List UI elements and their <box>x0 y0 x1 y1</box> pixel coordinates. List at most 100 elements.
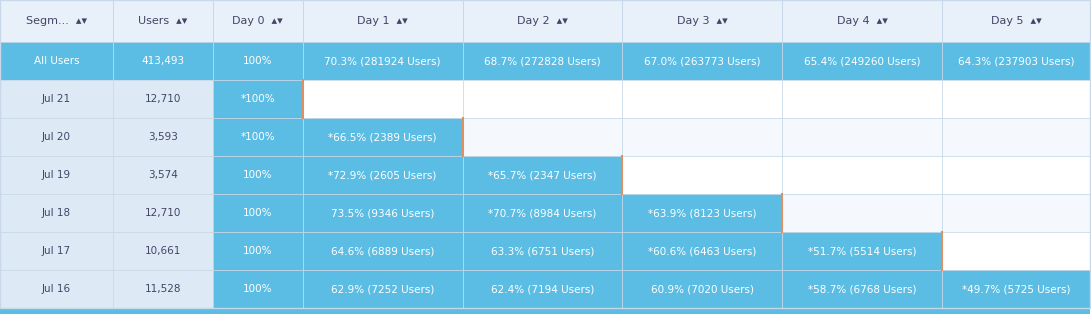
Bar <box>943 156 1090 194</box>
Text: 100%: 100% <box>243 170 273 180</box>
Bar <box>943 80 1090 118</box>
Bar <box>112 42 213 80</box>
Text: *66.5% (2389 Users): *66.5% (2389 Users) <box>328 132 436 142</box>
Bar <box>112 156 213 194</box>
Text: All Users: All Users <box>34 56 80 66</box>
Bar <box>463 80 623 118</box>
Bar <box>623 156 782 194</box>
Bar <box>623 42 782 80</box>
Bar <box>112 232 213 270</box>
Bar <box>943 42 1090 80</box>
Text: 67.0% (263773 Users): 67.0% (263773 Users) <box>644 56 760 66</box>
Text: 10,661: 10,661 <box>145 246 181 256</box>
Bar <box>302 118 463 156</box>
Text: Jul 21: Jul 21 <box>41 94 71 104</box>
Bar <box>302 232 463 270</box>
Bar <box>0 80 112 118</box>
Bar <box>782 80 943 118</box>
Bar <box>302 194 463 232</box>
Bar <box>463 232 623 270</box>
Bar <box>213 0 302 42</box>
Text: *65.7% (2347 Users): *65.7% (2347 Users) <box>489 170 597 180</box>
Bar <box>213 80 302 118</box>
Bar <box>623 232 782 270</box>
Bar <box>623 118 782 156</box>
Text: 70.3% (281924 Users): 70.3% (281924 Users) <box>324 56 441 66</box>
Bar <box>623 194 782 232</box>
Bar <box>623 80 782 118</box>
Bar <box>623 270 782 308</box>
Text: 3,574: 3,574 <box>148 170 178 180</box>
Bar <box>302 156 463 194</box>
Bar <box>463 42 623 80</box>
Text: Jul 19: Jul 19 <box>41 170 71 180</box>
Bar <box>782 0 943 42</box>
Text: *49.7% (5725 Users): *49.7% (5725 Users) <box>962 284 1070 294</box>
Text: 62.4% (7194 Users): 62.4% (7194 Users) <box>491 284 595 294</box>
Text: Day 1  ▴▾: Day 1 ▴▾ <box>358 16 408 26</box>
Bar <box>463 194 623 232</box>
Text: *63.9% (8123 Users): *63.9% (8123 Users) <box>648 208 757 218</box>
Bar <box>943 194 1090 232</box>
Bar <box>0 270 112 308</box>
Bar <box>0 232 112 270</box>
Bar <box>302 270 463 308</box>
Bar <box>943 232 1090 270</box>
Text: 3,593: 3,593 <box>148 132 178 142</box>
Text: Jul 20: Jul 20 <box>41 132 71 142</box>
Text: Day 2  ▴▾: Day 2 ▴▾ <box>517 16 568 26</box>
Bar <box>213 270 302 308</box>
Bar <box>463 0 623 42</box>
Text: *60.6% (6463 Users): *60.6% (6463 Users) <box>648 246 756 256</box>
Bar <box>112 0 213 42</box>
Text: 60.9% (7020 Users): 60.9% (7020 Users) <box>651 284 754 294</box>
Bar <box>0 194 112 232</box>
Bar <box>112 118 213 156</box>
Text: Day 5  ▴▾: Day 5 ▴▾ <box>991 16 1042 26</box>
Text: Jul 17: Jul 17 <box>41 246 71 256</box>
Text: Jul 16: Jul 16 <box>41 284 71 294</box>
Bar <box>112 80 213 118</box>
Bar <box>0 156 112 194</box>
Bar <box>213 194 302 232</box>
Bar <box>463 270 623 308</box>
Text: 64.3% (237903 Users): 64.3% (237903 Users) <box>958 56 1075 66</box>
Bar <box>943 0 1090 42</box>
Text: Segm...  ▴▾: Segm... ▴▾ <box>26 16 87 26</box>
Text: 12,710: 12,710 <box>145 208 181 218</box>
Text: 100%: 100% <box>243 56 273 66</box>
Text: *72.9% (2605 Users): *72.9% (2605 Users) <box>328 170 436 180</box>
Bar <box>782 156 943 194</box>
Bar <box>623 0 782 42</box>
Bar <box>463 118 623 156</box>
Text: 12,710: 12,710 <box>145 94 181 104</box>
Text: *51.7% (5514 Users): *51.7% (5514 Users) <box>808 246 916 256</box>
Bar <box>112 194 213 232</box>
Bar <box>213 156 302 194</box>
Bar <box>302 42 463 80</box>
Text: Users  ▴▾: Users ▴▾ <box>139 16 188 26</box>
Bar <box>782 194 943 232</box>
Text: 62.9% (7252 Users): 62.9% (7252 Users) <box>331 284 434 294</box>
Bar <box>213 118 302 156</box>
Text: 68.7% (272828 Users): 68.7% (272828 Users) <box>484 56 601 66</box>
Text: *70.7% (8984 Users): *70.7% (8984 Users) <box>489 208 597 218</box>
Bar <box>782 232 943 270</box>
Bar <box>782 118 943 156</box>
Bar <box>0 308 1090 314</box>
Text: 11,528: 11,528 <box>145 284 181 294</box>
Bar <box>302 80 463 118</box>
Text: 65.4% (249260 Users): 65.4% (249260 Users) <box>804 56 921 66</box>
Bar <box>0 42 112 80</box>
Bar <box>0 0 112 42</box>
Text: *100%: *100% <box>240 132 275 142</box>
Text: 64.6% (6889 Users): 64.6% (6889 Users) <box>331 246 434 256</box>
Bar <box>0 118 112 156</box>
Bar <box>213 42 302 80</box>
Text: 73.5% (9346 Users): 73.5% (9346 Users) <box>331 208 434 218</box>
Text: 100%: 100% <box>243 208 273 218</box>
Text: *100%: *100% <box>240 94 275 104</box>
Text: Jul 18: Jul 18 <box>41 208 71 218</box>
Text: 100%: 100% <box>243 246 273 256</box>
Bar <box>463 156 623 194</box>
